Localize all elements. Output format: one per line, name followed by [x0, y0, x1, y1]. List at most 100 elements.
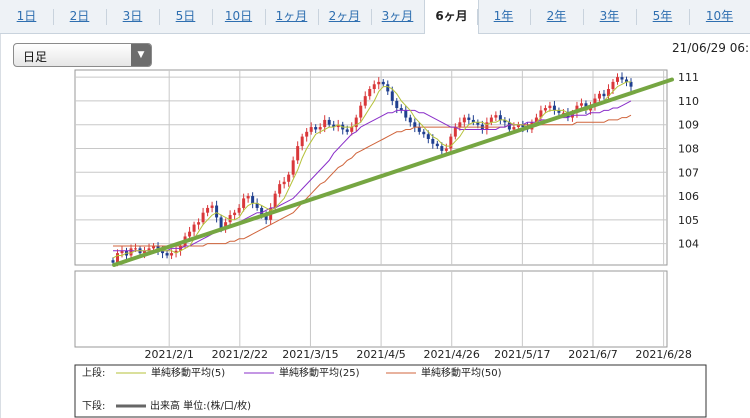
candle-body — [476, 122, 480, 125]
candle-body — [462, 117, 466, 123]
tab-separator — [689, 9, 690, 25]
candle-body — [611, 81, 615, 90]
candle-body — [359, 105, 363, 118]
x-tick-label: 2021/5/17 — [494, 348, 550, 361]
volume-plot-area — [74, 270, 668, 348]
candle-body — [440, 146, 444, 151]
candle-body — [561, 112, 565, 114]
candle-body — [413, 122, 417, 128]
candle-body — [615, 77, 619, 82]
candle-body — [116, 253, 120, 263]
tab-13[interactable]: 5年 — [652, 9, 673, 23]
tab-3[interactable]: 3日 — [122, 9, 143, 23]
candle-body — [255, 203, 259, 208]
candle-body — [539, 110, 543, 118]
tab-separator — [424, 9, 425, 25]
candle-body — [224, 222, 228, 230]
candle-body — [278, 184, 282, 194]
tab-separator — [212, 9, 213, 25]
candle-body — [381, 81, 385, 85]
candle-body — [345, 129, 349, 132]
tab-1[interactable]: 1日 — [16, 9, 37, 23]
candle-body — [287, 174, 291, 182]
candle-body — [422, 131, 426, 135]
tab-10[interactable]: 1年 — [493, 9, 514, 23]
candle-body — [552, 105, 556, 111]
candle-body — [404, 110, 408, 118]
candle-body — [165, 253, 169, 256]
y-tick-label: 110 — [678, 95, 699, 108]
tab-separator — [159, 9, 160, 25]
price-plot-area — [74, 69, 668, 266]
candle-body — [129, 248, 133, 256]
candle-body — [534, 117, 538, 123]
candle-body — [408, 117, 412, 123]
candle-body — [453, 127, 457, 137]
candle-body — [174, 250, 178, 254]
candle-body — [503, 119, 507, 123]
candle-body — [228, 215, 232, 223]
candle-body — [494, 115, 498, 118]
candle-body — [147, 248, 151, 251]
tab-2[interactable]: 2日 — [69, 9, 90, 23]
candle-body — [215, 205, 219, 218]
candle-body — [498, 115, 502, 120]
candle-body — [323, 119, 327, 128]
candle-body — [471, 119, 475, 123]
candle-body — [305, 131, 309, 137]
legend-item: 単純移動平均(50) — [421, 366, 502, 379]
y-tick-label: 107 — [678, 166, 699, 179]
interval-select[interactable]: 日足 ▼ — [13, 43, 152, 67]
tab-12[interactable]: 3年 — [599, 9, 620, 23]
x-tick-label: 2021/6/28 — [635, 348, 691, 361]
tab-8[interactable]: 3ヶ月 — [381, 9, 414, 23]
sma5-line — [112, 81, 631, 259]
candle-body — [111, 260, 115, 263]
tab-6[interactable]: 1ヶ月 — [275, 9, 308, 23]
candle-body — [134, 248, 138, 250]
candle-body — [449, 136, 453, 149]
trend-line — [112, 77, 674, 267]
candle-body — [251, 196, 255, 204]
tab-separator — [477, 9, 478, 25]
tab-11[interactable]: 2年 — [546, 9, 567, 23]
tab-7[interactable]: 2ヶ月 — [328, 9, 361, 23]
candle-body — [395, 100, 399, 109]
candle-body — [399, 108, 403, 111]
candle-body — [516, 124, 520, 128]
candle-body — [507, 122, 511, 130]
tab-separator — [371, 9, 372, 25]
tab-5[interactable]: 10日 — [224, 9, 253, 23]
tab-separator — [53, 9, 54, 25]
candle-body — [458, 122, 462, 128]
candle-body — [260, 207, 264, 216]
candle-body — [318, 127, 322, 130]
candle-body — [417, 127, 421, 132]
tab-separator — [530, 9, 531, 25]
candle-body — [332, 124, 336, 128]
candle-body — [444, 148, 448, 151]
candle-body — [314, 127, 318, 130]
tab-9[interactable]: 6ヶ月 — [424, 0, 479, 34]
candle-body — [309, 127, 313, 132]
y-tick-label: 105 — [678, 214, 699, 227]
candle-body — [161, 250, 165, 254]
candle-body — [206, 207, 210, 213]
chevron-down-icon[interactable]: ▼ — [131, 44, 151, 66]
tab-4[interactable]: 5日 — [175, 9, 196, 23]
candle-body — [170, 253, 174, 256]
tab-separator — [265, 9, 266, 25]
candle-body — [489, 117, 493, 123]
candle-body — [435, 143, 439, 147]
candle-body — [512, 127, 516, 130]
tab-14[interactable]: 10年 — [705, 9, 734, 23]
candle-body — [336, 124, 340, 128]
candle-body — [273, 193, 277, 208]
candle-body — [363, 96, 367, 106]
y-tick-label: 106 — [678, 190, 699, 203]
candle-body — [233, 212, 237, 216]
candle-body — [386, 84, 390, 92]
legend-item: 単純移動平均(25) — [279, 366, 360, 379]
candle-body — [246, 196, 250, 199]
